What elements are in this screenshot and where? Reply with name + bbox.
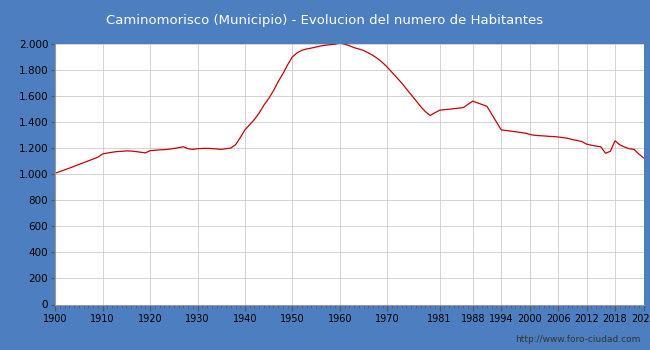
Text: Caminomorisco (Municipio) - Evolucion del numero de Habitantes: Caminomorisco (Municipio) - Evolucion de…: [107, 14, 543, 27]
Text: http://www.foro-ciudad.com: http://www.foro-ciudad.com: [515, 335, 640, 344]
